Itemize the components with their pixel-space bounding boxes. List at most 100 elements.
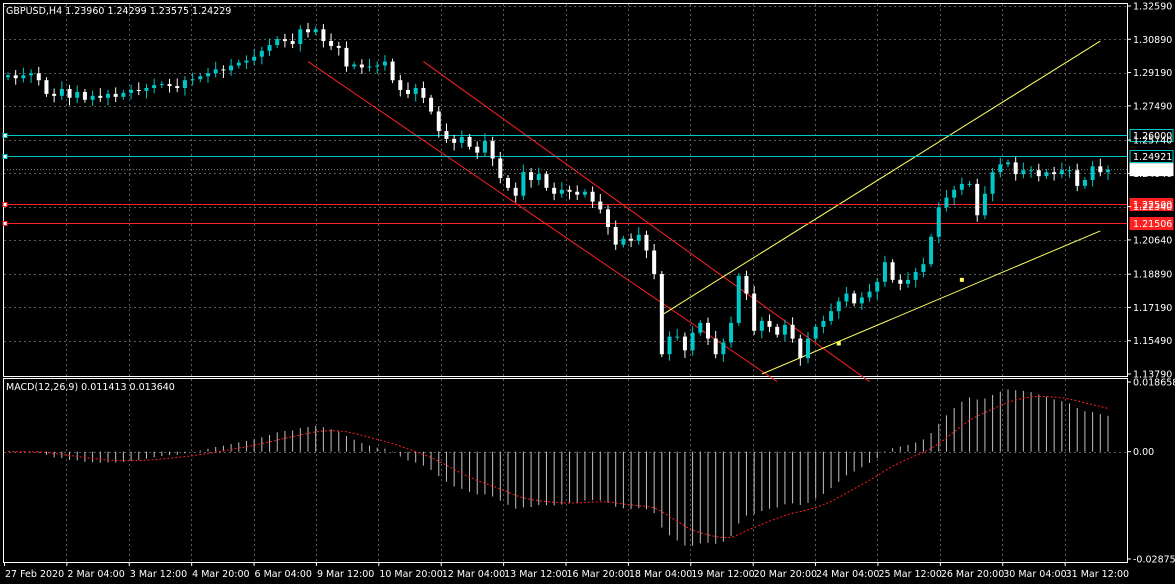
candle-body xyxy=(36,73,41,81)
candle-body xyxy=(636,234,641,241)
candle-body xyxy=(1082,180,1087,186)
candle-body xyxy=(759,320,764,331)
time-tick-label: 25 Mar 12:00 xyxy=(878,569,941,580)
time-tick-label: 30 Mar 04:00 xyxy=(1003,569,1066,580)
candle-body xyxy=(959,183,964,190)
candle-body xyxy=(675,336,680,338)
candle-body xyxy=(1098,166,1103,173)
candle-body xyxy=(82,91,87,100)
candle-body xyxy=(752,293,757,331)
candle-body xyxy=(406,89,410,94)
candle-body xyxy=(990,172,995,194)
candle-body xyxy=(659,273,664,355)
candle-body xyxy=(529,172,534,181)
candle-body xyxy=(767,320,772,327)
candle-body xyxy=(313,29,318,33)
macd-tick-label: 0.018658 xyxy=(1133,378,1175,389)
candle-body xyxy=(775,326,780,335)
candle-body xyxy=(90,95,95,100)
candle-body xyxy=(713,338,718,355)
candle-body xyxy=(267,44,272,51)
candle-body xyxy=(1029,170,1034,172)
candle-body xyxy=(167,84,172,87)
candle-body xyxy=(736,275,741,323)
candle-body xyxy=(229,65,234,71)
price-tick-label: 1.13790 xyxy=(1133,370,1172,381)
candle-body xyxy=(706,322,710,339)
horizontal-price-lines[interactable]: 1.26000 1.24921 1.22500 1.21506 1.24229 xyxy=(2,129,1174,231)
candle-body xyxy=(306,29,310,33)
candle-body xyxy=(175,86,180,89)
candle-body xyxy=(121,92,126,97)
candle-body xyxy=(782,324,787,335)
candle-body xyxy=(382,61,387,66)
candle-body xyxy=(1052,172,1057,175)
candle-body xyxy=(206,73,210,77)
candle-body xyxy=(113,93,118,97)
time-tick-label: 6 Mar 04:00 xyxy=(255,569,312,580)
price-line-handle xyxy=(2,133,8,138)
candle-body xyxy=(813,326,818,339)
candle-body xyxy=(690,332,695,351)
candle-body xyxy=(944,197,949,208)
time-tick-label: 2 Mar 04:00 xyxy=(67,569,124,580)
price-tick-label: 1.25740 xyxy=(1133,136,1172,147)
trend-channels[interactable] xyxy=(307,40,1101,383)
price-line-tag xyxy=(1129,217,1174,230)
candle-body xyxy=(1036,170,1041,177)
candle-body xyxy=(867,291,872,298)
candle-body xyxy=(298,29,303,44)
candle-body xyxy=(859,297,864,304)
candle-body xyxy=(998,164,1003,173)
candle-body xyxy=(936,207,941,237)
candle-body xyxy=(29,73,34,76)
candle-body xyxy=(906,279,910,284)
candle-body xyxy=(982,193,987,216)
time-tick-label: 3 Mar 12:00 xyxy=(130,569,187,580)
candle-body xyxy=(852,293,857,304)
candle-body xyxy=(682,336,687,351)
time-tick-label: 9 Mar 12:00 xyxy=(317,569,374,580)
price-tick-label: 1.17190 xyxy=(1133,303,1172,314)
candle-body xyxy=(544,174,549,188)
candle-body xyxy=(536,174,541,181)
macd-tick-label: 0.00 xyxy=(1133,447,1154,458)
price-line-handle xyxy=(2,154,8,159)
candle-body xyxy=(590,191,595,202)
time-tick-label: 4 Mar 20:00 xyxy=(192,569,249,580)
candle-body xyxy=(575,191,580,195)
candle-body xyxy=(467,136,472,147)
time-tick-label: 10 Mar 20:00 xyxy=(379,569,442,580)
current-price-tag-label: 1.24229 xyxy=(1133,165,1172,176)
candle-body xyxy=(429,97,434,112)
price-line-handle xyxy=(2,221,8,226)
macd-signal-line xyxy=(7,395,1109,539)
candle-body xyxy=(1075,170,1080,186)
price-line-tag-label: 1.22500 xyxy=(1133,200,1172,211)
candle-body xyxy=(44,80,49,94)
candle-body xyxy=(613,226,618,245)
candle-body xyxy=(913,272,918,280)
macd-pane-frame xyxy=(3,378,1128,563)
candle-body xyxy=(159,84,164,86)
time-axis: 27 Feb 2020 2 Mar 04:00 3 Mar 12:00 4 Mar 2… xyxy=(4,562,1129,580)
candle-body xyxy=(844,293,849,302)
candle-body xyxy=(144,88,149,91)
channel-anchor-point xyxy=(959,277,964,282)
candle-body xyxy=(952,189,957,198)
candle-body xyxy=(821,320,826,327)
candle-body xyxy=(559,189,564,194)
candle-body xyxy=(498,158,503,179)
price-tick-label: 1.29190 xyxy=(1133,68,1172,79)
candle-body xyxy=(459,136,464,143)
candle-body xyxy=(290,41,295,44)
candle-body xyxy=(421,88,426,98)
candle-body xyxy=(582,191,587,195)
candle-body xyxy=(398,80,403,90)
candle-body xyxy=(744,275,749,294)
price-line-tag xyxy=(1129,129,1174,142)
candle-body xyxy=(236,62,241,66)
time-tick-label: 24 Mar 04:00 xyxy=(816,569,879,580)
price-line-tag-label: 1.24921 xyxy=(1133,152,1172,163)
